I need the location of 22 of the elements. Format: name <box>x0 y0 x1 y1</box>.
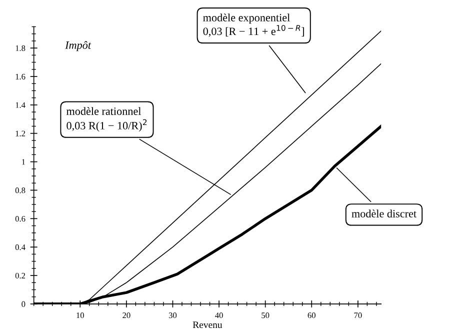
annotation: modèle discret <box>352 210 416 218</box>
annotation: modèle rationnel 0,03 R(1 − 10/R)$^{2}$ <box>66 107 147 132</box>
y-tick-label: 0.4 <box>15 244 26 250</box>
x-tick-label: 50 <box>262 312 270 318</box>
y-tick-label: 0.8 <box>15 188 26 194</box>
y-tick-label: 0 <box>22 301 26 307</box>
y-tick-label: 1.2 <box>16 130 26 136</box>
y-tick-label: 0.6 <box>15 216 26 222</box>
y-tick-label: 1.4 <box>16 102 26 108</box>
x-tick-label: 60 <box>308 312 316 318</box>
y-tick-label: 1.8 <box>16 45 26 52</box>
x-tick-label: 30 <box>168 312 177 318</box>
x-tick-label: 20 <box>122 312 130 318</box>
x-tick-label: 10 <box>76 312 84 318</box>
x-axis-title: Revenu <box>192 322 222 328</box>
y-tick-label: 1.6 <box>16 74 26 80</box>
x-tick-label: 70 <box>354 312 362 318</box>
y-axis-title: Impôt <box>65 41 92 52</box>
x-tick-label: 40 <box>215 312 223 318</box>
y-tick-label: 1 <box>22 159 25 165</box>
y-tick-label: 0.2 <box>15 272 26 279</box>
annotation: modèle exponentiel 0,03 [R − 11 + e$^{10−R}$] <box>203 14 304 37</box>
